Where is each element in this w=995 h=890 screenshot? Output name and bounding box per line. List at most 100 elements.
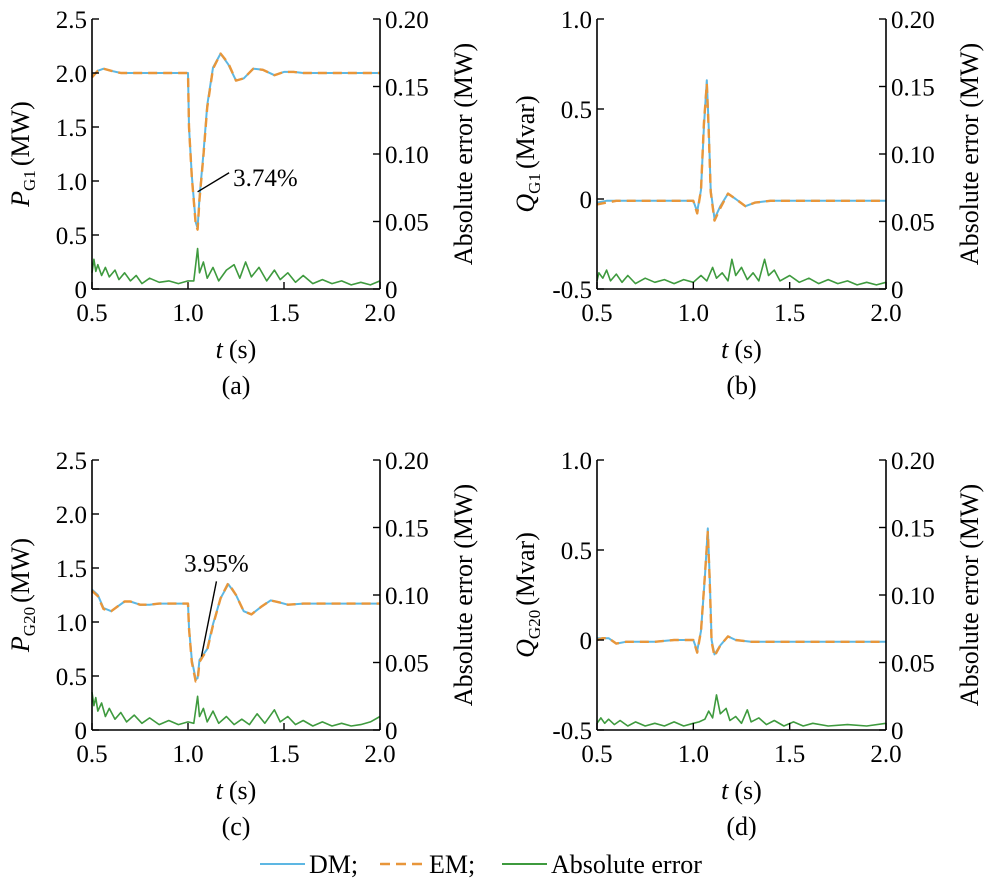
y-tick-label: -0.5 xyxy=(552,277,592,304)
y-tick-label: 2.0 xyxy=(56,61,87,88)
y-axis-label-symbol: Q xyxy=(511,639,540,658)
y2-axis-label: Absolute error (MW) xyxy=(955,43,984,265)
chart-panel-c: 0.5 1.0 1.5 2.000.51.01.52.02.500.050.100.1… xyxy=(6,448,478,841)
y2-tick-label: 0.15 xyxy=(891,75,935,102)
y2-axis-label: Absolute error (MW) xyxy=(449,43,478,265)
legend: DM; EM; Absolute error xyxy=(260,850,702,879)
y2-tick-label: 0.10 xyxy=(385,583,429,610)
x-axis-label-unit: (s) xyxy=(229,776,256,805)
y-tick-label: 1.0 xyxy=(561,7,592,34)
y-axis-label-subscript: G1 xyxy=(525,173,544,194)
series-absolute-error-line-d xyxy=(596,694,887,727)
y-axis-label: PG20 (MW) xyxy=(6,538,39,653)
chart-panel-b: 0.5 1.0 1.5 2.0 -0.5 0 0.5 1.0 0 0.05 0.10 0.15 0.20… xyxy=(511,7,984,400)
series-dm-line-c xyxy=(91,583,380,681)
panel-label: (a) xyxy=(222,371,251,400)
series-dm-line-b xyxy=(596,79,886,220)
series-em-line-b xyxy=(596,82,886,222)
annotation-text: 3.95% xyxy=(184,550,249,577)
x-axis-label-symbol: t xyxy=(216,776,224,805)
y-axis-label: QG1 (Mvar) xyxy=(511,95,544,212)
x-tick-label: 1.5 xyxy=(268,300,299,327)
x-axis-label: t (s) xyxy=(216,776,257,805)
x-tick-label: 1.0 xyxy=(172,741,203,768)
y-axis-label-symbol: P xyxy=(6,636,35,653)
y-tick-label: 0.5 xyxy=(56,664,87,691)
x-tick-label: 0.5 xyxy=(76,300,107,327)
x-tick-label: 1.5 xyxy=(774,300,805,327)
y-tick-label: 0 xyxy=(75,718,88,745)
x-tick-label: 0.5 xyxy=(581,300,612,327)
chart-panel-d: 0.5 1.0 1.5 2.0 -0.5 0 0.5 1.0 0 0.05 0.10 0.15 0.20… xyxy=(511,448,984,841)
series-em-line-a xyxy=(91,52,380,231)
y-tick-label: 0 xyxy=(75,277,88,304)
x-tick-label: 2.0 xyxy=(364,741,395,768)
chart-panel-a: 0.5 1.0 1.5 2.000.51.01.52.02.500.050.100.1… xyxy=(6,7,478,400)
x-axis-label-unit: (s) xyxy=(229,335,256,364)
y-axis-label-unit: (MW) xyxy=(6,101,35,166)
annotation-text: 3.74% xyxy=(233,165,298,192)
y-tick-label: 0 xyxy=(580,187,593,214)
y-axis-label-subscript: G1 xyxy=(20,170,39,191)
y2-tick-label: 0.15 xyxy=(385,75,429,102)
panel-label: (d) xyxy=(726,812,756,841)
legend-em-label: EM; xyxy=(429,850,475,879)
x-tick-label: 2.0 xyxy=(870,300,901,327)
annotation-leader-line xyxy=(200,581,218,657)
y2-tick-label: 0.20 xyxy=(385,448,429,475)
series-absolute-error-line-b xyxy=(596,258,887,286)
series-dm-line-d xyxy=(597,527,886,656)
series-em-line-d xyxy=(596,530,886,658)
annotation-leader-line xyxy=(197,172,230,193)
y-tick-label: 1.0 xyxy=(56,610,87,637)
y-axis-label: PG1 (MW) xyxy=(6,101,39,208)
x-axis-label-symbol: t xyxy=(721,335,729,364)
y-axis-label-symbol: Q xyxy=(511,194,540,213)
x-tick-label: 1.5 xyxy=(774,741,805,768)
x-tick-label: 0.5 xyxy=(581,741,612,768)
y-axis-label-unit: (Mvar) xyxy=(511,95,540,169)
y2-tick-label: 0.15 xyxy=(385,516,429,543)
y2-tick-label: 0.05 xyxy=(891,210,935,237)
y-axis-label-subscript: G20 xyxy=(20,607,39,636)
legend-dm-label: DM; xyxy=(309,850,358,879)
y-axis-label: QG20 (Mvar) xyxy=(511,532,544,658)
x-axis-label: t (s) xyxy=(216,335,257,364)
y2-tick-label: 0 xyxy=(891,718,904,745)
y-tick-label: 1.0 xyxy=(561,448,592,475)
panel-label: (b) xyxy=(726,371,756,400)
x-tick-label: 1.0 xyxy=(678,300,709,327)
y-axis-label-symbol: P xyxy=(6,191,35,208)
y-tick-label: 2.0 xyxy=(56,502,87,529)
y-tick-label: 0.5 xyxy=(561,538,592,565)
y2-tick-label: 0.10 xyxy=(891,142,935,169)
y2-tick-label: 0 xyxy=(385,718,398,745)
y2-tick-label: 0 xyxy=(385,277,398,304)
x-axis-label: t (s) xyxy=(721,776,762,805)
legend-error-label: Absolute error xyxy=(551,850,702,879)
y-tick-label: 1.0 xyxy=(56,169,87,196)
series-em-line-c xyxy=(91,581,380,683)
x-tick-label: 0.5 xyxy=(76,741,107,768)
y-tick-label: -0.5 xyxy=(552,718,592,745)
y2-tick-label: 0.20 xyxy=(891,448,935,475)
x-axis-label: t (s) xyxy=(721,335,762,364)
y2-tick-label: 0.05 xyxy=(385,210,429,237)
y-tick-label: 2.5 xyxy=(56,7,87,34)
x-tick-label: 1.0 xyxy=(172,300,203,327)
y2-tick-label: 0.05 xyxy=(385,651,429,678)
y2-axis-label: Absolute error (MW) xyxy=(955,484,984,706)
y-tick-label: 1.5 xyxy=(56,556,87,583)
y2-tick-label: 0.15 xyxy=(891,516,935,543)
y2-tick-label: 0.20 xyxy=(891,7,935,34)
series-absolute-error-line-c xyxy=(91,692,381,727)
y2-tick-label: 0.10 xyxy=(385,142,429,169)
y-axis-label-unit: (Mvar) xyxy=(511,532,540,606)
x-axis-label-symbol: t xyxy=(216,335,224,364)
y-tick-label: 1.5 xyxy=(56,115,87,142)
series-absolute-error-line-a xyxy=(91,247,381,286)
panel-label: (c) xyxy=(222,812,251,841)
x-tick-label: 2.0 xyxy=(870,741,901,768)
x-axis-label-unit: (s) xyxy=(734,776,761,805)
